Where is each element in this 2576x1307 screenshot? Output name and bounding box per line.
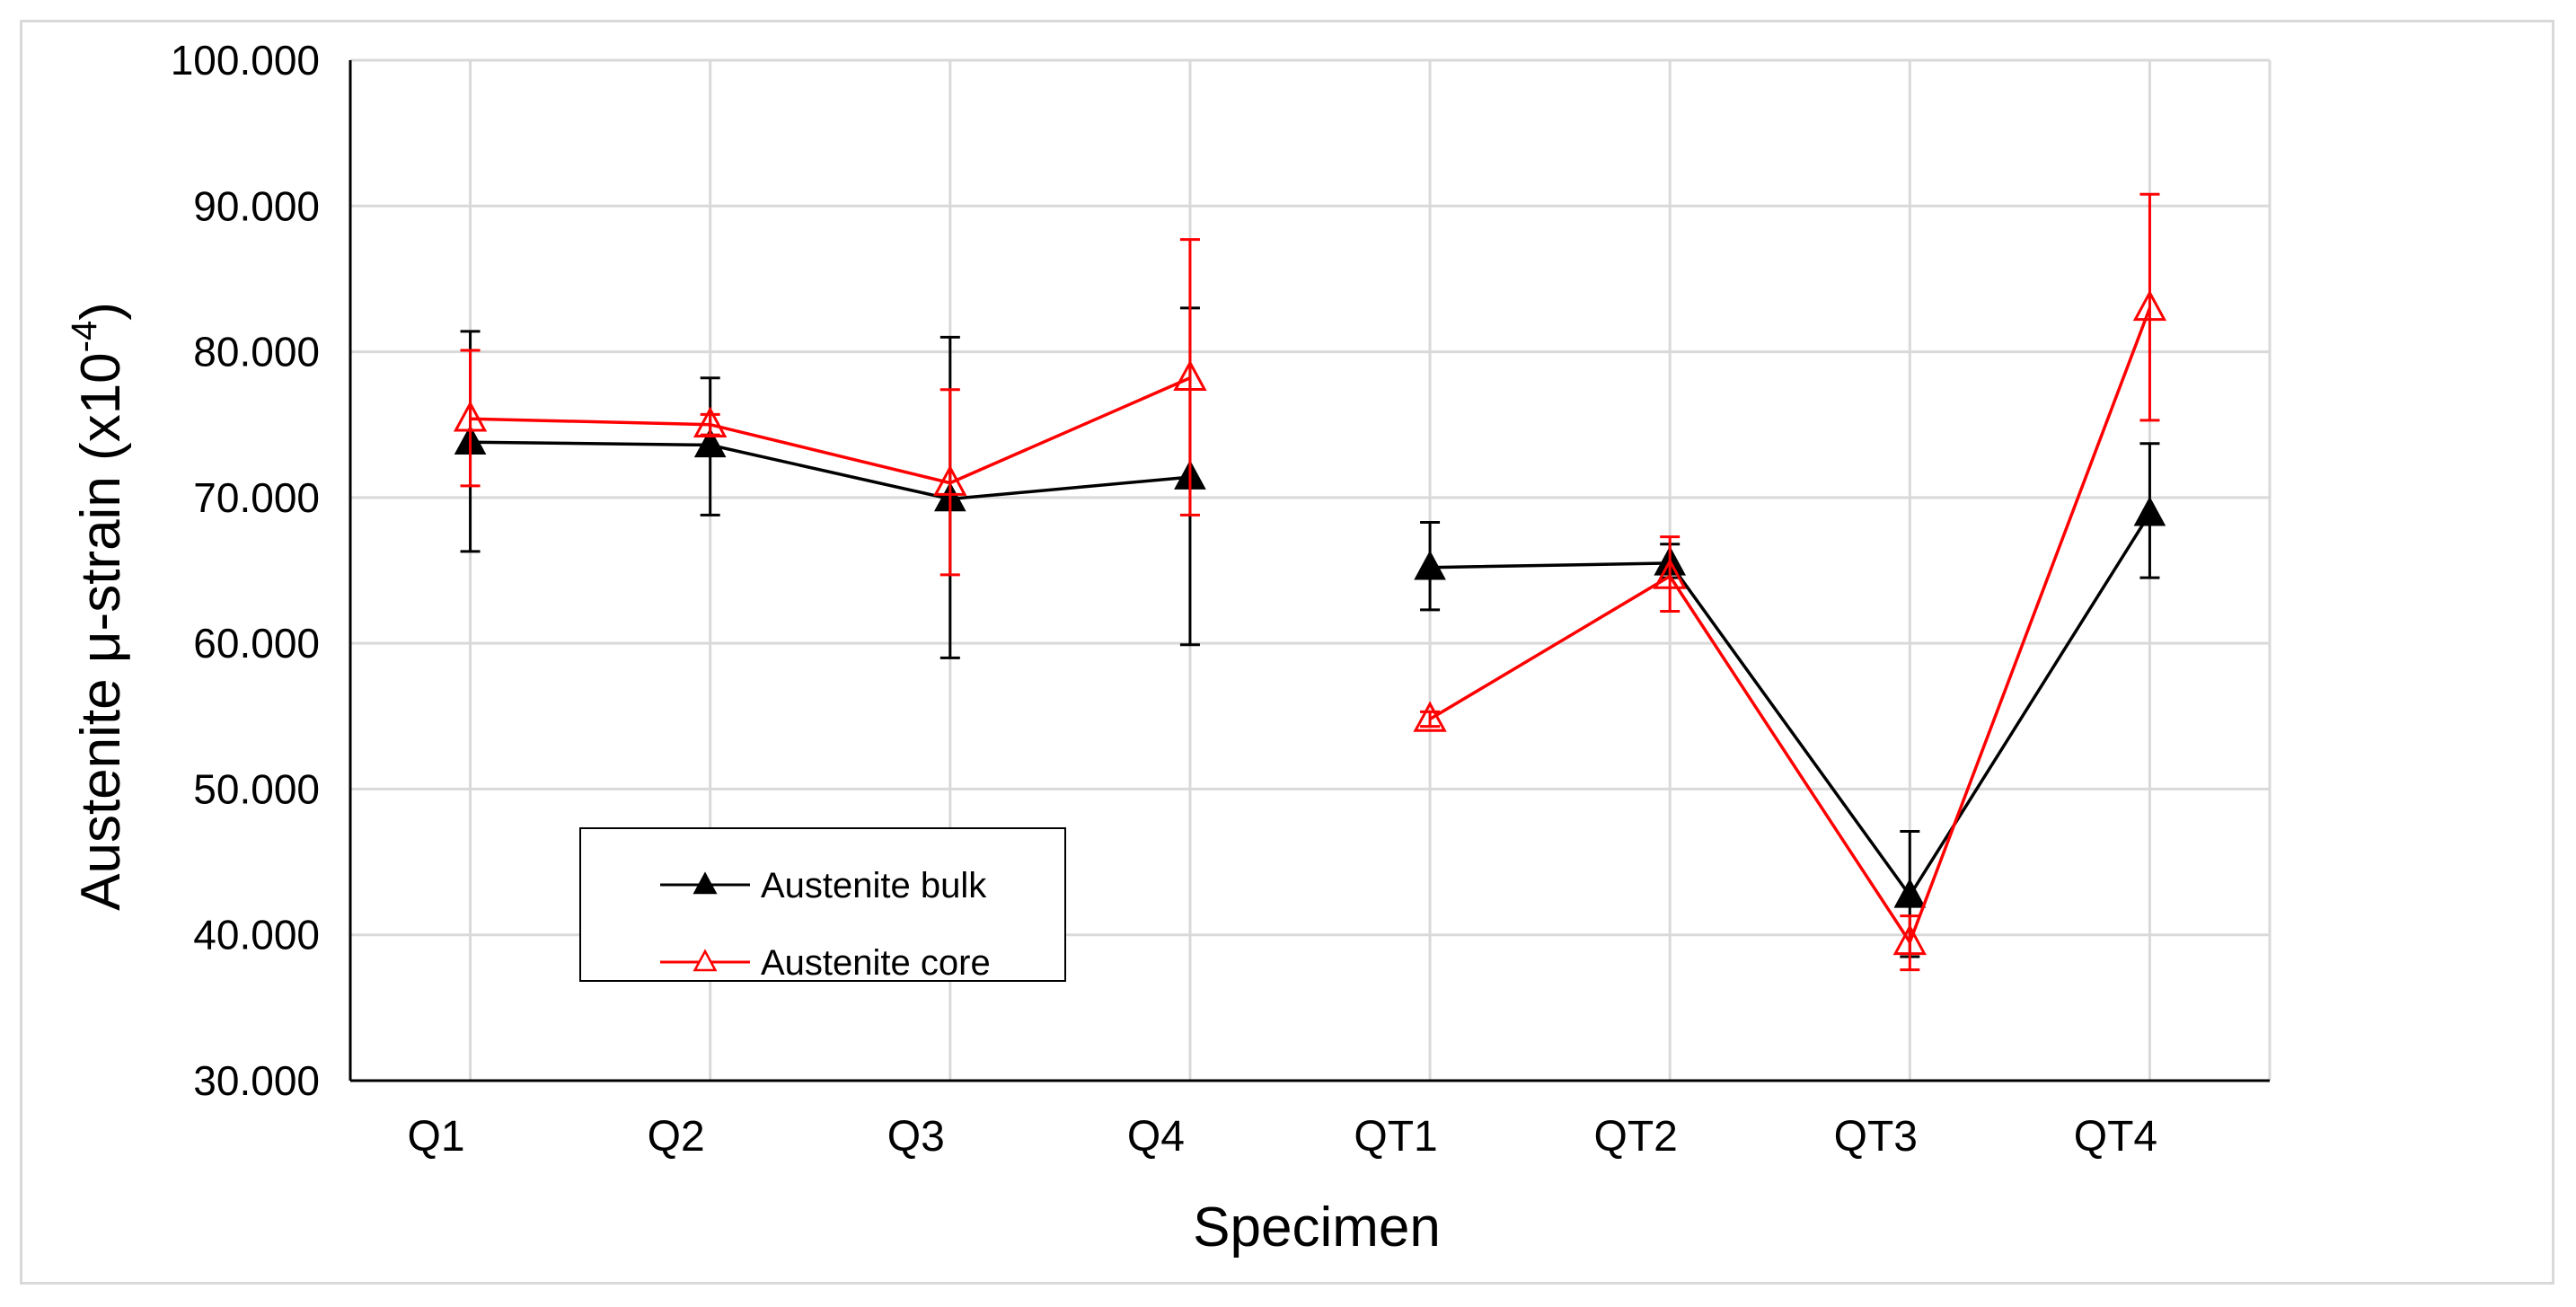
legend-item-1: Austenite bulk [660,866,987,905]
y-tick-label: 40.000 [193,912,320,958]
x-axis-title: Specimen [1193,1197,1441,1258]
series-line [1430,512,2151,899]
data-point [1173,359,1207,392]
series-2 [453,192,2167,972]
x-tick-label: QT3 [1834,1113,1918,1161]
data-point [693,428,727,458]
legend-label: Austenite core [761,943,991,983]
legend-item-2: Austenite core [660,943,991,983]
x-tick-label: Q4 [1127,1113,1185,1161]
x-tick-label: Q3 [887,1113,945,1161]
legend: Austenite bulk Austenite core [579,827,1066,983]
data-point [1413,701,1447,732]
data-point [1893,878,1927,908]
strain-chart: 30.000 40.000 50.000 60.000 70.000 80.000 90.0… [65,37,2272,1258]
y-axis-title: Austenite μ-strain (x10-4) [65,302,132,911]
chart-frame: 30.000 40.000 50.000 60.000 70.000 80.000 90.0… [20,20,2554,1285]
x-tick-label: QT4 [2074,1113,2157,1161]
y-tick-label: 80.000 [193,329,320,375]
data-point [693,406,728,437]
data-point [2133,496,2166,526]
data-point [2132,289,2167,322]
data-point [1892,923,1927,956]
data-point [1653,558,1687,589]
x-tick-label: Q1 [408,1113,465,1161]
y-tick-label: 30.000 [193,1057,320,1104]
legend-label: Austenite bulk [761,866,987,905]
legend-marker [693,949,718,972]
y-tick-label: 60.000 [193,620,320,667]
series-line [470,376,1191,485]
legend-box [579,827,1066,982]
x-tick-label: Q2 [648,1113,705,1161]
data-point [933,464,967,496]
data-point [453,401,488,432]
x-tick-label: QT2 [1594,1113,1678,1161]
y-tick-label: 90.000 [193,182,320,229]
series [453,192,2167,972]
axes [348,60,2270,1082]
y-tick-label: 50.000 [193,765,320,812]
x-tick-labels: Q1 Q2 Q3 Q4 QT1 QT2 QT3 QT4 [408,1113,2158,1161]
y-tick-label: 100.000 [171,37,320,84]
y-tick-labels: 30.000 40.000 50.000 60.000 70.000 80.000 90.0… [171,37,320,1104]
y-tick-label: 70.000 [193,474,320,521]
series-line [470,440,1191,501]
data-point [1414,550,1446,580]
series-line [1429,307,2152,946]
legend-marker [693,871,718,895]
x-tick-label: QT1 [1354,1113,1437,1161]
